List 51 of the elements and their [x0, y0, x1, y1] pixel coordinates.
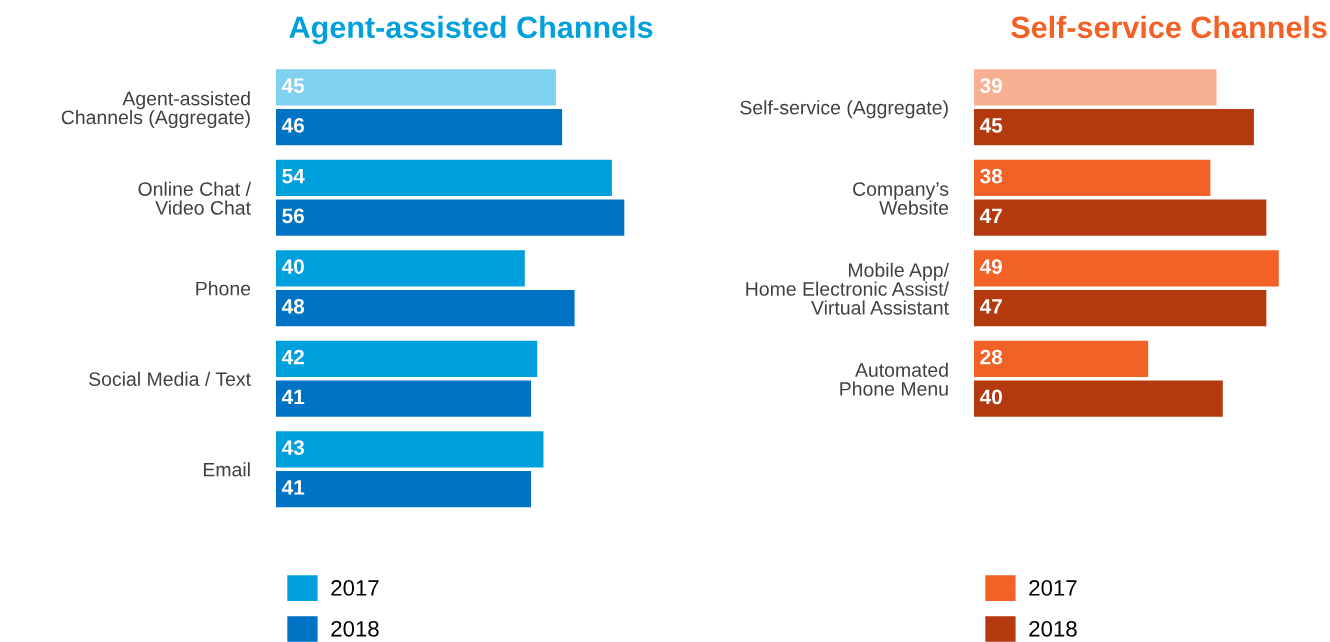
data-label: 41 [281, 480, 305, 495]
data-label: 47 [979, 208, 1002, 224]
bar [276, 199, 625, 236]
data-label: 45 [979, 118, 1003, 133]
bar [974, 250, 1279, 287]
data-label: 48 [281, 299, 305, 314]
y-tick-label: Agent-assisted Channels (Aggregate) [61, 91, 250, 129]
y-tick-label: Self-service (Aggregate) [740, 100, 948, 119]
bar [276, 471, 532, 508]
data-label: 39 [980, 78, 1002, 93]
data-label: 40 [979, 389, 1002, 405]
legend-label: 2018 [331, 620, 379, 637]
data-label: 49 [979, 259, 1002, 274]
legend-label: 2018 [1029, 620, 1077, 637]
bar [276, 69, 556, 106]
bar [276, 159, 612, 196]
y-tick-label: Email [203, 462, 250, 477]
data-label: 54 [282, 168, 305, 184]
bar [974, 340, 1149, 377]
bar [276, 431, 544, 468]
bar [974, 290, 1267, 327]
y-tick-label: Social Media / Text [89, 371, 251, 386]
y-tick-label: Online Chat / Video Chat [138, 181, 252, 215]
bar [974, 109, 1254, 146]
data-label: 45 [281, 78, 305, 93]
bar [276, 340, 538, 377]
data-label: 43 [281, 440, 305, 455]
y-tick-label: Automated Phone Menu [840, 362, 948, 396]
legend-label: 2017 [1029, 580, 1077, 596]
chart-title: Agent-assisted Channels [289, 15, 653, 45]
bar [276, 380, 532, 417]
bar [276, 109, 563, 146]
data-label: 46 [281, 118, 305, 133]
bar [974, 199, 1267, 236]
data-label: 42 [281, 349, 304, 365]
data-label: 40 [281, 259, 304, 274]
chart-title: Self-service Channels [1011, 15, 1327, 39]
bar [276, 290, 575, 327]
data-label: 38 [980, 168, 1003, 184]
y-tick-label: Mobile App/ Home Electronic Assist/ Virtual Assistant [746, 262, 950, 315]
bar [974, 380, 1223, 417]
data-label: 28 [980, 349, 1003, 365]
legend-label: 2017 [331, 580, 379, 596]
bar [974, 159, 1211, 196]
y-tick-label: Phone [196, 281, 251, 296]
data-label: 56 [282, 208, 305, 224]
y-tick-label: Company’s Website [853, 182, 949, 215]
data-label: 47 [979, 299, 1002, 314]
bar [276, 250, 525, 287]
data-label: 41 [281, 389, 305, 405]
bar [974, 69, 1217, 106]
